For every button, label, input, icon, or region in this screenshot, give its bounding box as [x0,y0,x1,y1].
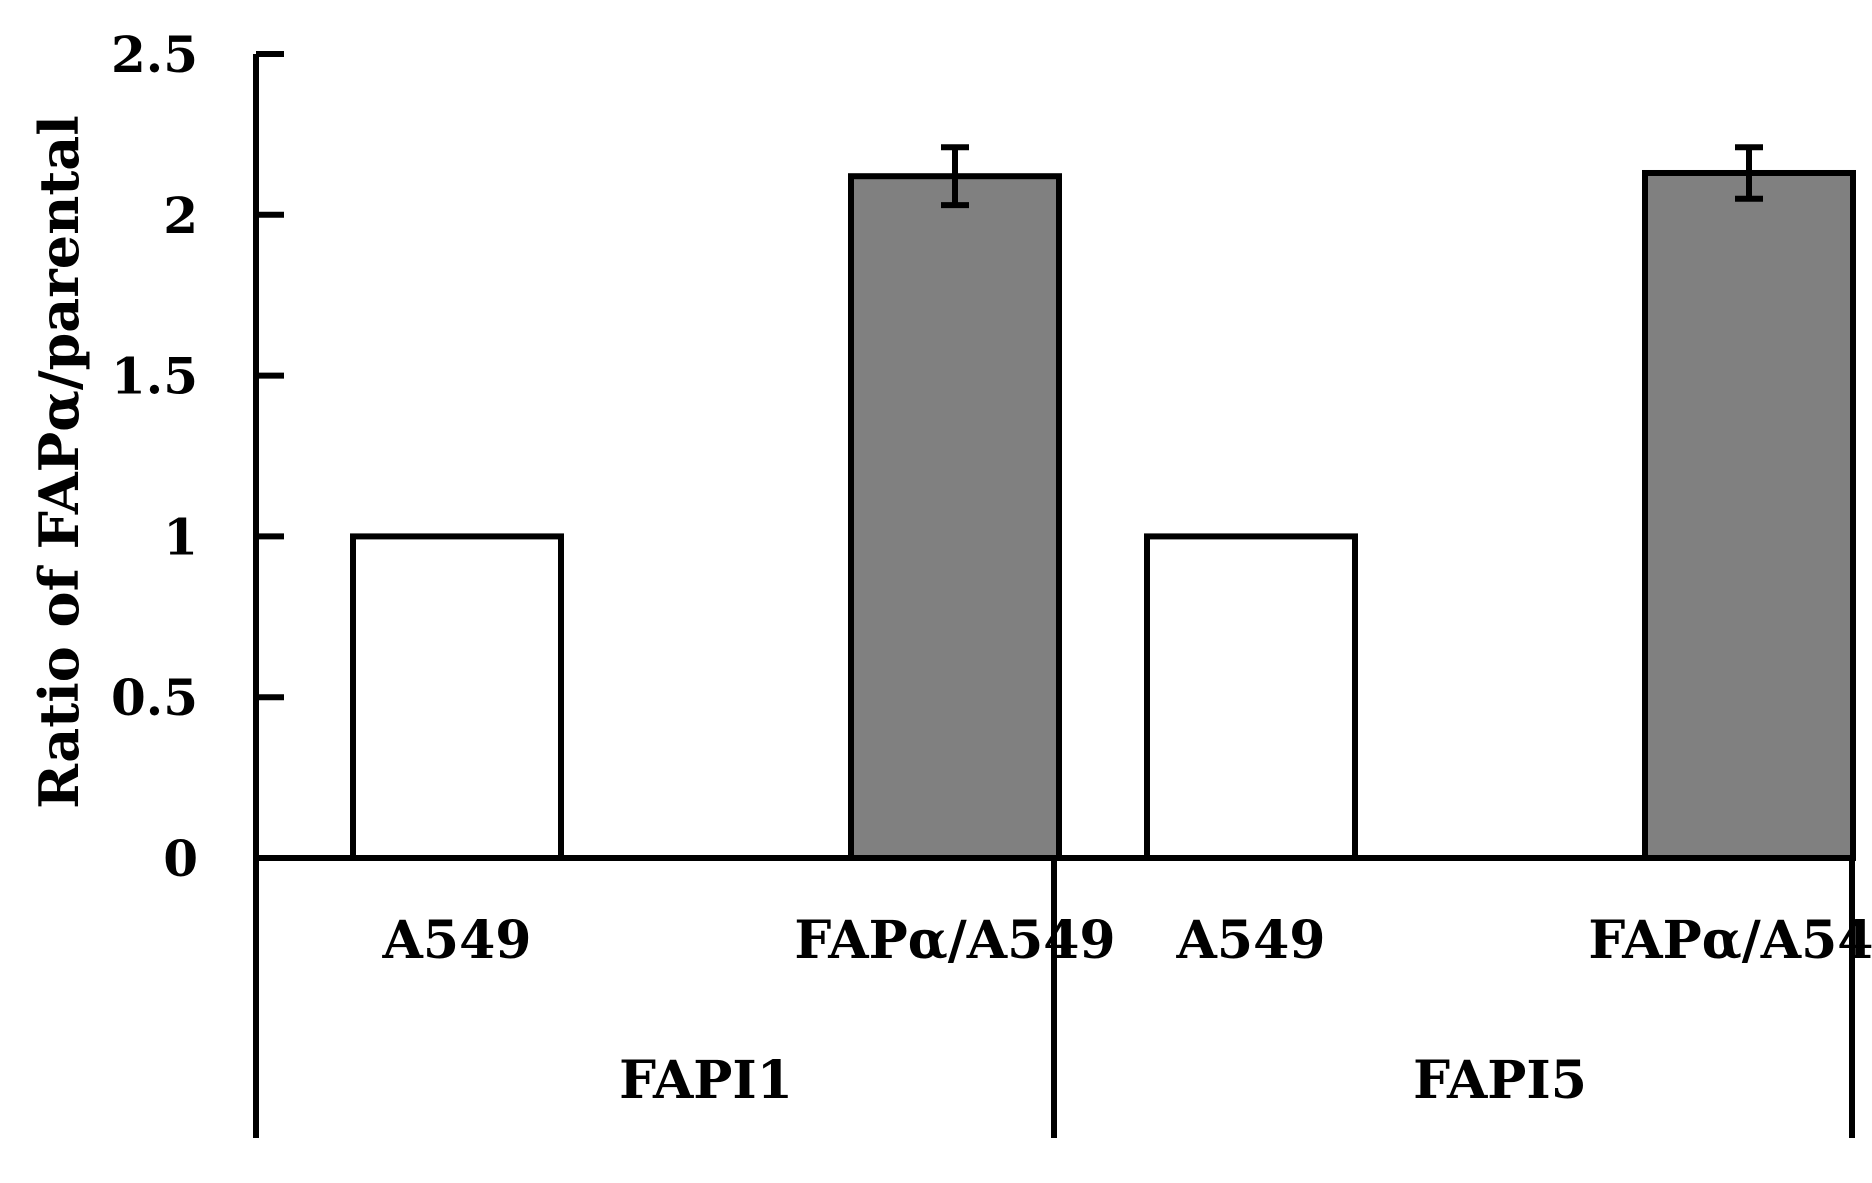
y-tick-label: 1 [163,507,198,566]
y-tick-label: 0.5 [111,668,198,727]
category-label: A549 [1176,910,1326,971]
bar-fapi1-a549 [350,533,564,862]
y-tick-label: 2 [163,186,198,245]
category-label: FAPα/A549 [794,910,1115,971]
group-label-fapi5: FAPI5 [1413,1050,1587,1111]
labels-layer: A549 FAPα/A549 FAPI1 A549 FAPα/A549 FAPI5 0 0.5… [27,25,1872,1111]
group-label-fapi1: FAPI1 [619,1050,793,1111]
bar-fapi5-fapa-a549 [1642,169,1856,861]
axes-layer [253,51,1855,1138]
category-label: A549 [382,910,532,971]
bar-fapi5-a549 [1144,533,1358,862]
y-tick-label: 2.5 [111,25,198,84]
bars-layer [350,144,1856,862]
category-label: FAPα/A549 [1588,910,1872,971]
y-tick-label: 1.5 [111,347,198,406]
y-axis-title: Ratio of FAPα/parental [27,115,91,809]
bar-fapi1-fapa-a549 [848,173,1062,861]
y-tick-label: 0 [163,829,198,888]
